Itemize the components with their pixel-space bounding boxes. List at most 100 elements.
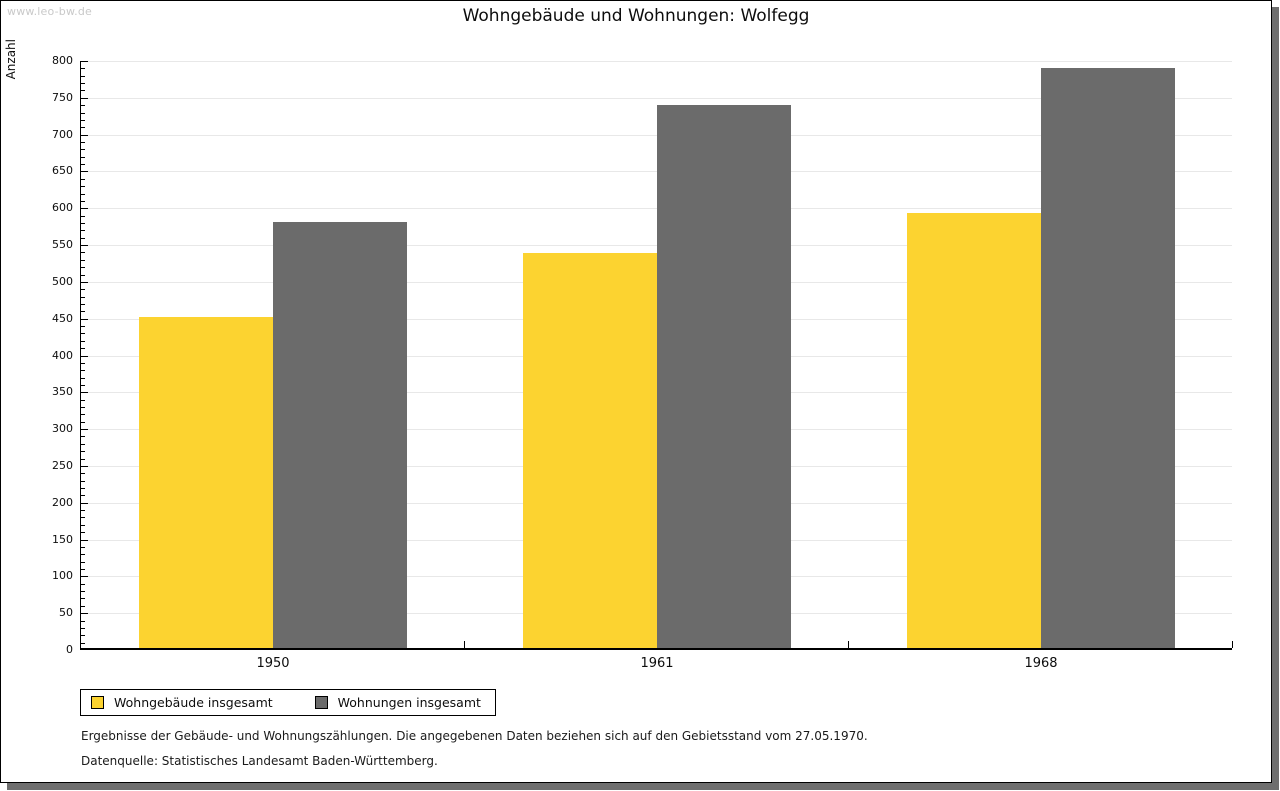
legend-swatch-gray-icon (314, 696, 328, 709)
y-axis-minor-tick (81, 333, 85, 335)
y-axis-tick-label: 150 (52, 532, 73, 546)
y-axis-minor-tick (81, 598, 85, 600)
watermark: www.leo-bw.de (7, 5, 93, 18)
y-axis-tick-label: 350 (52, 385, 73, 399)
y-axis-major-tick (81, 355, 88, 357)
y-axis-major-tick (81, 613, 88, 615)
y-axis-tick-label: 500 (52, 274, 73, 288)
y-axis-minor-tick (81, 75, 85, 77)
plot-area: 0 50 100 150 200 250 300 350 400 450 500 550 600 650 7… (52, 54, 1233, 671)
y-axis-minor-tick (81, 252, 85, 254)
y-axis-major-tick (81, 208, 88, 210)
bar-wohnungen-1950 (273, 221, 407, 648)
y-axis-minor-tick (81, 83, 85, 85)
y-axis-minor-tick (81, 569, 85, 570)
y-axis-tick-label: 700 (52, 127, 73, 141)
bar-wohngebaeude-1968 (907, 212, 1041, 648)
y-axis-minor-tick (81, 532, 85, 534)
y-axis-minor-tick (81, 524, 85, 526)
y-axis-tick-label: 200 (52, 495, 73, 509)
legend-swatch-yellow-icon (91, 696, 104, 709)
x-axis-boundary-tick (848, 641, 849, 648)
y-axis-minor-tick (81, 164, 85, 166)
bar-wohnungen-1961 (657, 104, 791, 648)
legend-item-wohngebaeude: Wohngebäude insgesamt (91, 695, 273, 710)
footnote-gebietsstand: Ergebnisse der Gebäude- und Wohnungszähl… (81, 729, 868, 743)
gridline (81, 171, 1232, 173)
y-axis-major-tick (81, 465, 88, 467)
y-axis-minor-tick (81, 141, 85, 143)
y-axis-tick-label: 550 (52, 238, 73, 252)
x-axis-tick-label: 1968 (1024, 656, 1058, 671)
y-axis-minor-tick (81, 480, 85, 482)
y-axis-major-tick (81, 392, 88, 394)
y-axis-minor-tick (81, 443, 85, 445)
y-axis-minor-tick (81, 90, 85, 92)
y-axis-minor-tick (81, 326, 85, 328)
gridline (81, 245, 1232, 247)
y-axis-minor-tick (81, 436, 85, 438)
y-axis-minor-tick (81, 186, 85, 188)
y-axis-minor-tick (81, 222, 85, 224)
y-axis-minor-tick (81, 510, 85, 512)
y-axis-minor-tick (81, 627, 85, 629)
y-axis-tick-label: 250 (52, 458, 73, 472)
x-axis-boundary-tick (464, 641, 465, 648)
y-axis-minor-tick (81, 149, 85, 151)
y-axis-minor-tick (81, 384, 85, 386)
legend-label: Wohngebäude insgesamt (114, 695, 273, 710)
y-axis-tick-label: 800 (52, 54, 73, 67)
y-axis-minor-tick (81, 605, 85, 607)
y-axis-major-tick (81, 539, 88, 541)
y-axis-minor-tick (81, 473, 85, 475)
y-axis-minor-tick (81, 348, 85, 350)
y-axis-major-tick (81, 61, 88, 62)
y-axis-minor-tick (81, 237, 85, 239)
y-axis-minor-tick (81, 68, 85, 70)
y-axis-minor-tick (81, 642, 85, 644)
y-axis-minor-tick (81, 414, 85, 416)
y-axis-minor-tick (81, 296, 85, 298)
y-axis-minor-tick (81, 274, 85, 276)
y-axis-major-tick (81, 318, 88, 320)
y-axis-minor-tick (81, 105, 85, 107)
y-axis-tick-label: 100 (52, 569, 73, 583)
y-axis-minor-tick (81, 591, 85, 593)
bar-wohngebaeude-1961 (523, 252, 657, 648)
x-axis-tick-label: 1961 (640, 656, 674, 671)
y-axis-minor-tick (81, 267, 85, 269)
y-axis-tick-label: 650 (52, 164, 73, 178)
y-axis-major-tick (81, 97, 88, 99)
y-axis-major-tick (81, 245, 88, 247)
y-axis-minor-tick (81, 561, 85, 563)
y-axis-minor-tick (81, 399, 85, 401)
y-axis-minor-tick (81, 289, 85, 291)
y-axis-minor-tick (81, 303, 85, 305)
y-axis-major-tick (81, 429, 88, 431)
y-axis-tick-label: 300 (52, 422, 73, 436)
y-axis-title: Anzahl (4, 39, 18, 80)
y-axis-minor-tick (81, 259, 85, 261)
y-axis-minor-tick (81, 200, 85, 202)
y-axis-minor-tick (81, 230, 85, 232)
y-axis-minor-tick (81, 119, 85, 121)
y-axis-minor-tick (81, 377, 85, 379)
gridline (81, 134, 1232, 136)
y-axis-minor-tick (81, 362, 85, 364)
y-axis-minor-tick (81, 451, 85, 453)
y-axis-minor-tick (81, 546, 85, 548)
y-axis-minor-tick (81, 421, 85, 423)
y-axis-major-tick (81, 171, 88, 173)
y-axis-minor-tick (81, 340, 85, 342)
x-axis-tick-label: 1950 (256, 656, 290, 671)
y-axis-minor-tick (81, 311, 85, 313)
chart-title: Wohngebäude und Wohnungen: Wolfegg (462, 6, 810, 26)
y-axis-minor-tick (81, 635, 85, 637)
y-axis-major-tick (81, 576, 88, 578)
footnote-datenquelle: Datenquelle: Statistisches Landesamt Bad… (81, 754, 438, 768)
legend: Wohngebäude insgesamt Wohnungen insgesam… (80, 689, 496, 716)
y-axis-minor-tick (81, 193, 85, 195)
y-axis-minor-tick (81, 488, 85, 490)
y-axis-minor-tick (81, 127, 85, 129)
legend-item-wohnungen: Wohnungen insgesamt (314, 695, 481, 710)
